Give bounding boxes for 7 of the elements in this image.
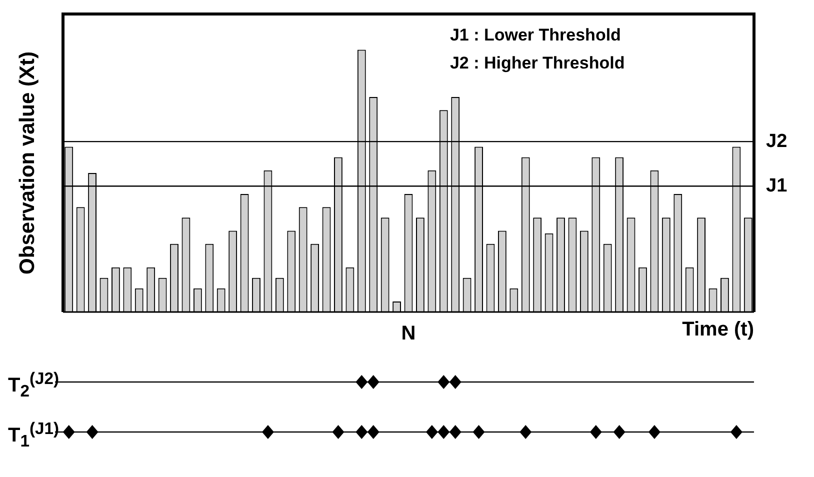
text: N [401,322,416,345]
x-axis-title: Time (t) [682,318,754,341]
text: J1 : Lower Threshold [450,26,621,45]
y-axis-title: Observation value (Xt) [16,52,39,274]
annotation: J2 : Higher Threshold [450,54,625,73]
ref-line-label: J1 [766,175,788,196]
ref-line-label: J2 [766,130,788,152]
